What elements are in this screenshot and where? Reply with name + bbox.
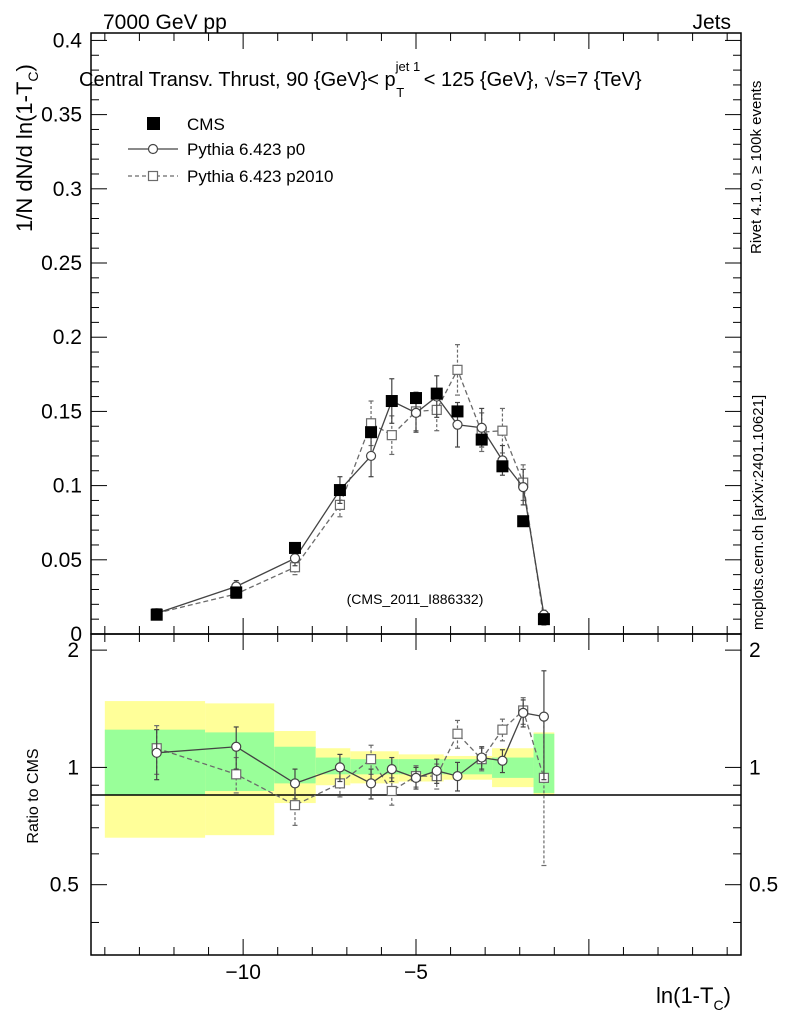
title-part2: < 125 {GeV}, bbox=[418, 69, 544, 91]
y-tick-label: 0.1 bbox=[53, 475, 82, 498]
x-axis-title: ln(1-TC) bbox=[656, 983, 731, 1013]
ratio-p2010-point bbox=[289, 800, 301, 811]
ratio-p0-point bbox=[476, 752, 487, 763]
x-tick-label: −10 bbox=[225, 961, 261, 984]
y-tick-label: 0.2 bbox=[53, 326, 82, 349]
side-note-rivet: Rivet 4.1.0, ≥ 100k events bbox=[748, 81, 765, 254]
p0-point bbox=[365, 450, 377, 462]
ratio-p0-point bbox=[334, 762, 346, 773]
ratio-p0-point bbox=[497, 755, 508, 766]
p0-point bbox=[289, 553, 301, 564]
band-stat-4 bbox=[350, 759, 399, 775]
cms-point bbox=[430, 387, 443, 400]
ratio-tick-label-left: 2 bbox=[67, 639, 79, 662]
cms-point bbox=[385, 395, 398, 408]
band-stat-1 bbox=[205, 732, 275, 791]
title-part1: Central Transv. Thrust, 90 {GeV}< p bbox=[79, 69, 396, 91]
ratio-p2010-point bbox=[497, 724, 508, 735]
ratio-y-axis-title: Ratio to CMS bbox=[25, 748, 42, 843]
ratio-p0-point bbox=[410, 772, 422, 783]
cms-point bbox=[517, 515, 530, 528]
y-tick-label: 0.15 bbox=[41, 400, 82, 423]
ratio-p2010-point bbox=[365, 754, 377, 765]
legend-marker-p0 bbox=[147, 143, 159, 155]
cms-point bbox=[475, 433, 488, 446]
main-plot-marks bbox=[150, 344, 550, 626]
x-axis-title-close: ) bbox=[724, 983, 731, 1008]
ratio-p0-point bbox=[365, 778, 377, 789]
ratio-p2010-point bbox=[231, 769, 242, 780]
y-tick-label: 0.3 bbox=[53, 178, 82, 201]
x-axis-title-main: ln(1-T bbox=[656, 983, 713, 1008]
ratio-p0-point bbox=[431, 765, 442, 776]
title-sqrt: √ bbox=[544, 69, 555, 91]
y-axis-title-close: ) bbox=[12, 64, 37, 71]
cms-point bbox=[288, 541, 301, 554]
watermark: (CMS_2011_I886332) bbox=[347, 591, 484, 607]
p2010-point bbox=[452, 364, 463, 375]
ratio-p2010-point bbox=[452, 728, 463, 739]
p0-point bbox=[452, 419, 463, 430]
ratio-tick-label-left: 0.5 bbox=[50, 874, 79, 897]
y-axis-title-sub: C bbox=[25, 71, 41, 81]
y-tick-label: 0.25 bbox=[41, 252, 82, 275]
header-right: Jets bbox=[692, 11, 731, 34]
legend-label-p2010: Pythia 6.423 p2010 bbox=[187, 167, 334, 186]
ratio-p0-point bbox=[231, 741, 242, 752]
axis-tick-labels: −10 −5 0 0.05 0.1 0.15 0.2 0.25 0.3 0.35 0.4 0.5 0.5… bbox=[41, 29, 778, 984]
y-axis-title-main: 1/N dN/d ln(1-T bbox=[12, 82, 37, 232]
ratio-tick-label-right: 0.5 bbox=[749, 874, 778, 897]
legend-label-p0: Pythia 6.423 p0 bbox=[187, 140, 305, 159]
title-part3: s=7 {TeV} bbox=[555, 69, 642, 91]
legend-marker-p2010 bbox=[147, 170, 159, 182]
y-tick-label: 0.05 bbox=[41, 549, 82, 572]
ratio-plot-marks bbox=[151, 670, 550, 867]
cms-point bbox=[150, 608, 163, 621]
legend-marker-cms bbox=[147, 117, 160, 130]
ratio-p2010-point bbox=[386, 785, 397, 797]
band-stat-0 bbox=[104, 729, 206, 795]
p2010-point bbox=[386, 430, 397, 441]
ratio-p0-point bbox=[518, 707, 529, 719]
p0-point bbox=[476, 422, 487, 433]
legend-label-cms: CMS bbox=[187, 115, 225, 134]
ratio-p0-point bbox=[289, 778, 301, 789]
p0-point bbox=[410, 407, 422, 418]
ratio-uncertainty-bands bbox=[104, 701, 555, 838]
cms-point bbox=[537, 613, 550, 626]
axis-ticks bbox=[91, 33, 741, 955]
band-stat-3 bbox=[315, 757, 351, 775]
cms-point bbox=[451, 405, 464, 418]
ratio-p0-point bbox=[452, 770, 463, 782]
p0-point bbox=[518, 481, 529, 493]
chart-title: Central Transv. Thrust, 90 {GeV}< pjet 1… bbox=[79, 59, 642, 100]
cms-point bbox=[410, 392, 422, 405]
legend: CMS Pythia 6.423 p0 Pythia 6.423 p2010 bbox=[128, 115, 334, 186]
y-tick-label: 0.35 bbox=[41, 104, 82, 127]
cms-point bbox=[230, 586, 243, 599]
p2010-line bbox=[156, 368, 545, 620]
cms-point bbox=[333, 484, 346, 497]
y-axis-title: 1/N dN/d ln(1-TC) bbox=[12, 64, 41, 232]
ratio-p0-point bbox=[386, 764, 397, 775]
header-left: 7000 GeV pp bbox=[103, 11, 227, 34]
x-axis-title-sub: C bbox=[713, 997, 723, 1013]
cms-point bbox=[496, 460, 509, 473]
ratio-tick-label-right: 2 bbox=[749, 639, 761, 662]
ratio-p0-point bbox=[538, 711, 550, 722]
y-tick-label: 0 bbox=[70, 623, 82, 646]
cms-point bbox=[365, 426, 378, 439]
title-sup: jet 1 bbox=[395, 59, 421, 74]
ratio-p0-point bbox=[151, 747, 162, 758]
title-sub: T bbox=[396, 85, 404, 100]
p2010-point bbox=[497, 425, 508, 436]
y-tick-label: 0.4 bbox=[53, 29, 83, 52]
side-note-mcplots: mcplots.cern.ch [arXiv:2401.10621] bbox=[750, 395, 767, 630]
ratio-tick-label-left: 1 bbox=[67, 756, 79, 779]
x-tick-label: −5 bbox=[404, 961, 428, 984]
ratio-tick-label-right: 1 bbox=[749, 756, 761, 779]
